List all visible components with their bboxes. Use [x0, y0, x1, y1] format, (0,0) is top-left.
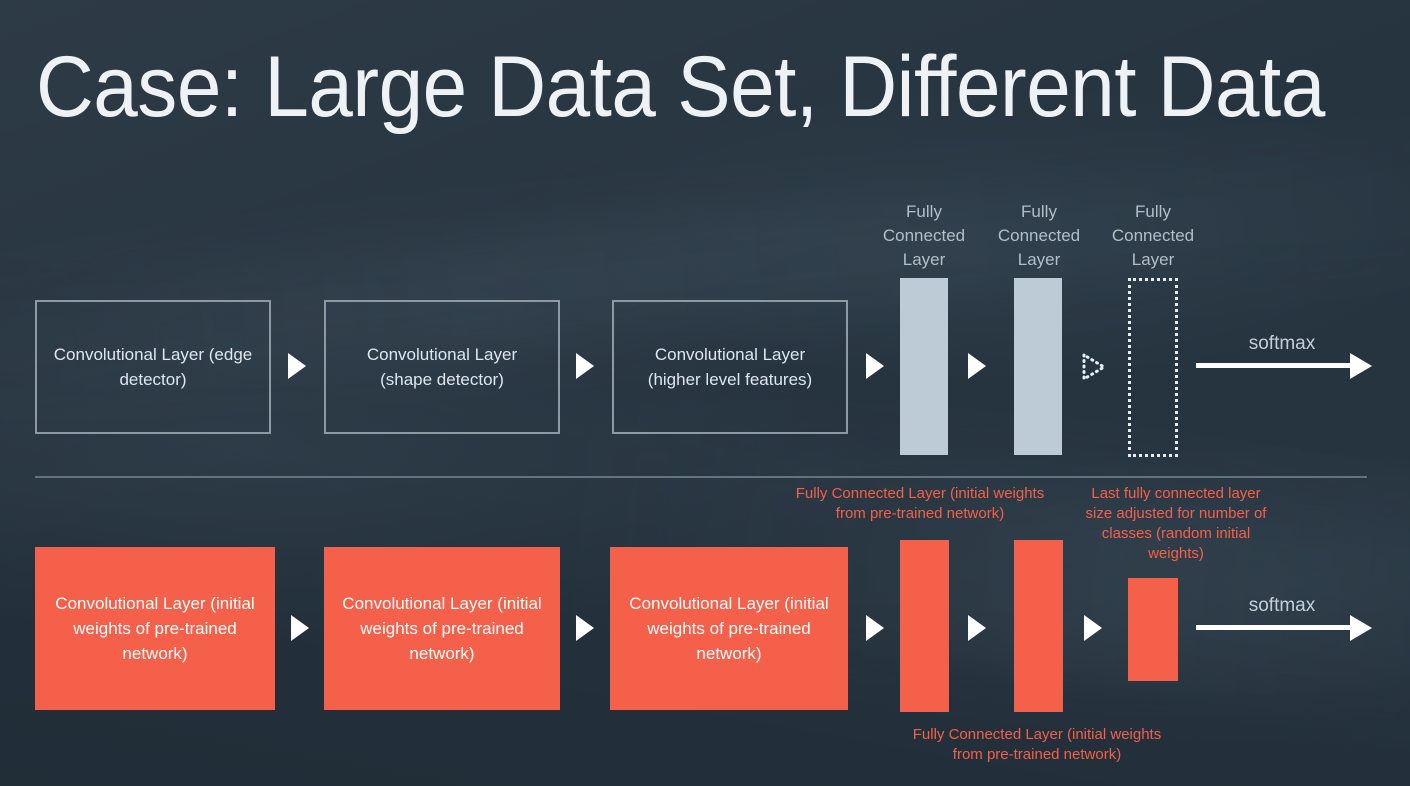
top-arrow-1-icon	[288, 353, 306, 379]
bottom-arrow-5-icon	[1084, 615, 1102, 641]
bottom-arrow-1-icon	[291, 615, 309, 641]
top-conv-layer-1: Convolutional Layer (edge detector)	[35, 300, 271, 434]
annotation-last-fc-note: Last fully connected layer size adjusted…	[1085, 485, 1267, 562]
top-conv-layer-2: Convolutional Layer (shape detector)	[324, 300, 560, 434]
top-conv-layer-3: Convolutional Layer (higher level featur…	[612, 300, 848, 434]
top-softmax-arrow-icon	[1196, 353, 1372, 379]
top-fc-bar-3-dotted	[1128, 278, 1178, 457]
page-title: Case: Large Data Set, Different Data	[36, 39, 1325, 135]
bottom-arrow-3-icon	[866, 615, 884, 641]
top-conv-layer-3-label: Convolutional Layer (higher level featur…	[647, 345, 813, 389]
top-arrow-2-icon	[576, 353, 594, 379]
annotation-fc-top-note: Fully Connected Layer (initial weights f…	[795, 485, 1045, 522]
bottom-fc-bar-3-output	[1128, 578, 1178, 681]
bottom-conv-layer-2-label: Convolutional Layer (initial weights of …	[342, 594, 542, 663]
annotation-fc-bottom-note: Fully Connected Layer (initial weights f…	[912, 726, 1162, 763]
top-arrow-4-icon	[968, 353, 986, 379]
top-fc-label-2: Fully Connected Layer	[997, 202, 1081, 269]
bottom-fc-bar-1	[900, 540, 949, 712]
bottom-conv-layer-3: Convolutional Layer (initial weights of …	[610, 547, 848, 710]
top-arrow-dotted-icon	[1081, 352, 1107, 382]
bottom-arrow-4-icon	[968, 615, 986, 641]
top-conv-layer-1-label: Convolutional Layer (edge detector)	[53, 345, 253, 389]
bottom-conv-layer-2: Convolutional Layer (initial weights of …	[324, 547, 560, 710]
top-fc-label-1: Fully Connected Layer	[882, 202, 966, 269]
top-fc-label-3: Fully Connected Layer	[1111, 202, 1195, 269]
bottom-softmax-arrow-icon	[1196, 615, 1372, 641]
top-arrow-3-icon	[866, 353, 884, 379]
top-conv-layer-2-label: Convolutional Layer (shape detector)	[366, 345, 518, 389]
bottom-conv-layer-3-label: Convolutional Layer (initial weights of …	[629, 594, 829, 663]
top-softmax-label: softmax	[1248, 333, 1316, 354]
top-fc-bar-2	[1014, 278, 1062, 455]
bottom-conv-layer-1: Convolutional Layer (initial weights of …	[35, 547, 275, 710]
bottom-softmax-label: softmax	[1248, 595, 1316, 616]
top-fc-bar-1	[900, 278, 948, 455]
bottom-conv-layer-1-label: Convolutional Layer (initial weights of …	[55, 594, 255, 663]
bottom-fc-bar-2	[1014, 540, 1063, 712]
section-divider	[35, 476, 1367, 478]
bottom-arrow-2-icon	[576, 615, 594, 641]
